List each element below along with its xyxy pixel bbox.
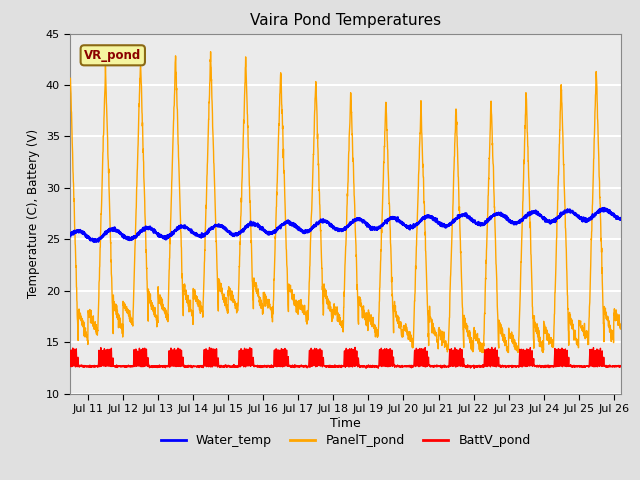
- Y-axis label: Temperature (C), Battery (V): Temperature (C), Battery (V): [28, 129, 40, 298]
- Text: VR_pond: VR_pond: [84, 49, 141, 62]
- Title: Vaira Pond Temperatures: Vaira Pond Temperatures: [250, 13, 441, 28]
- X-axis label: Time: Time: [330, 417, 361, 430]
- Legend: Water_temp, PanelT_pond, BattV_pond: Water_temp, PanelT_pond, BattV_pond: [156, 429, 536, 452]
